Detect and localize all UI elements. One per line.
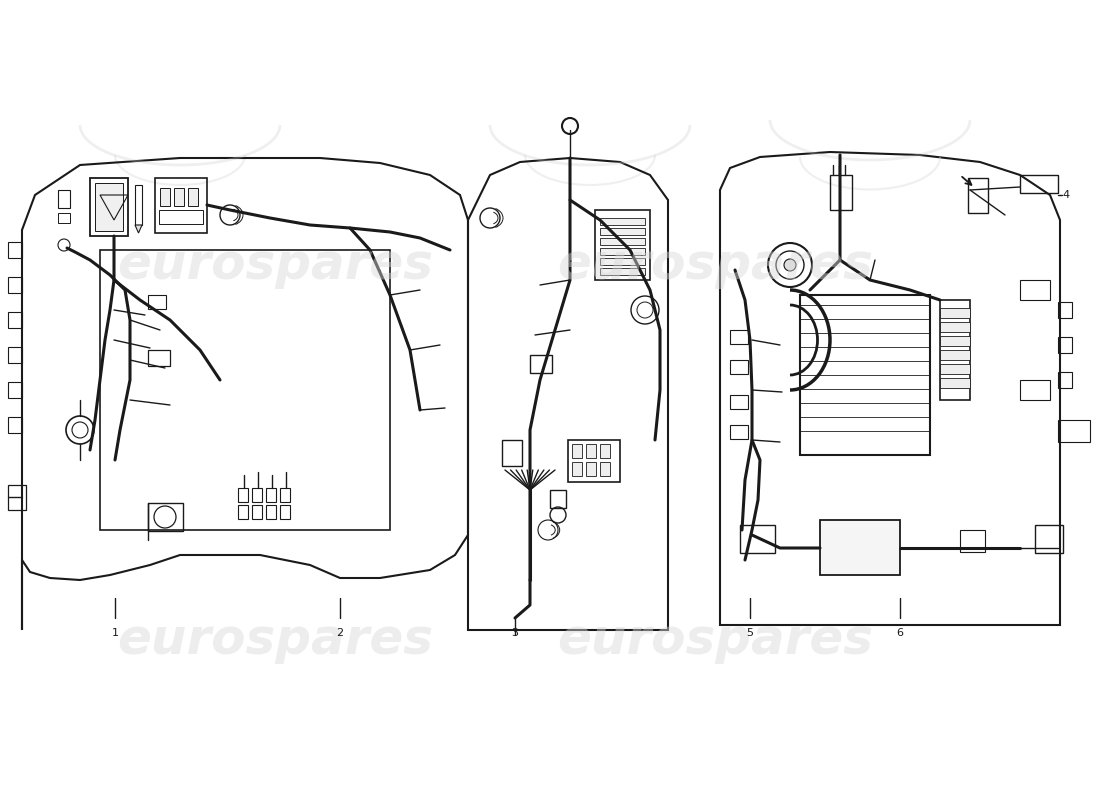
Bar [160,210,204,224]
Bar [940,350,970,360]
Bar [968,178,988,213]
Bar [266,488,276,502]
Bar [1020,280,1050,300]
Bar [572,444,582,458]
Polygon shape [135,225,142,233]
Bar [940,322,970,332]
Text: eurospares: eurospares [117,616,433,664]
Bar [8,277,22,293]
Bar [940,378,970,388]
Text: eurospares: eurospares [557,616,873,664]
Bar [600,444,610,458]
Bar [148,503,183,531]
Bar [8,417,22,433]
Text: 2: 2 [337,628,343,638]
Bar [160,188,170,206]
Bar [568,440,620,482]
Bar [8,485,26,510]
Bar [155,178,207,233]
Bar [188,188,198,206]
Bar [502,440,522,466]
Bar [266,505,276,519]
Bar [1058,337,1072,353]
Bar [940,308,970,318]
Text: 1: 1 [111,628,119,638]
Bar [940,364,970,374]
Bar [1020,380,1050,400]
Bar [95,183,123,231]
Bar [8,312,22,328]
Bar [8,347,22,363]
Bar [238,488,248,502]
Bar [58,213,70,223]
Text: 6: 6 [896,628,903,638]
Bar [600,248,645,255]
Bar [600,268,645,275]
Bar [1035,525,1063,553]
Bar [740,525,776,553]
Bar [1058,372,1072,388]
Bar [600,238,645,245]
Bar [800,295,929,455]
Bar [148,295,166,309]
Bar [148,350,170,366]
Bar [1020,175,1058,193]
Bar [730,395,748,409]
Bar [960,530,984,552]
Bar [572,462,582,476]
Bar [940,336,970,346]
Bar [600,258,645,265]
Bar [600,228,645,235]
Circle shape [784,259,796,271]
Bar [280,488,290,502]
Bar [586,444,596,458]
Bar [830,175,852,210]
Bar [730,330,748,344]
Bar [8,382,22,398]
Bar [252,488,262,502]
Bar [600,218,645,225]
Bar [174,188,184,206]
Bar [1058,302,1072,318]
Bar [820,520,900,575]
Bar [595,210,650,280]
Bar [730,360,748,374]
Bar [530,355,552,373]
Bar [8,242,22,258]
Bar [280,505,290,519]
Bar [238,505,248,519]
Bar [100,250,390,530]
Bar [940,300,970,400]
Text: eurospares: eurospares [557,241,873,289]
Bar [90,178,128,236]
Text: eurospares: eurospares [117,241,433,289]
Bar [600,462,610,476]
Text: 3: 3 [512,628,518,638]
Bar [586,462,596,476]
Bar [730,425,748,439]
Bar [550,490,566,508]
Bar [1058,420,1090,442]
Text: 4: 4 [1062,190,1069,200]
Text: 5: 5 [747,628,754,638]
Bar [252,505,262,519]
Bar [58,190,70,208]
